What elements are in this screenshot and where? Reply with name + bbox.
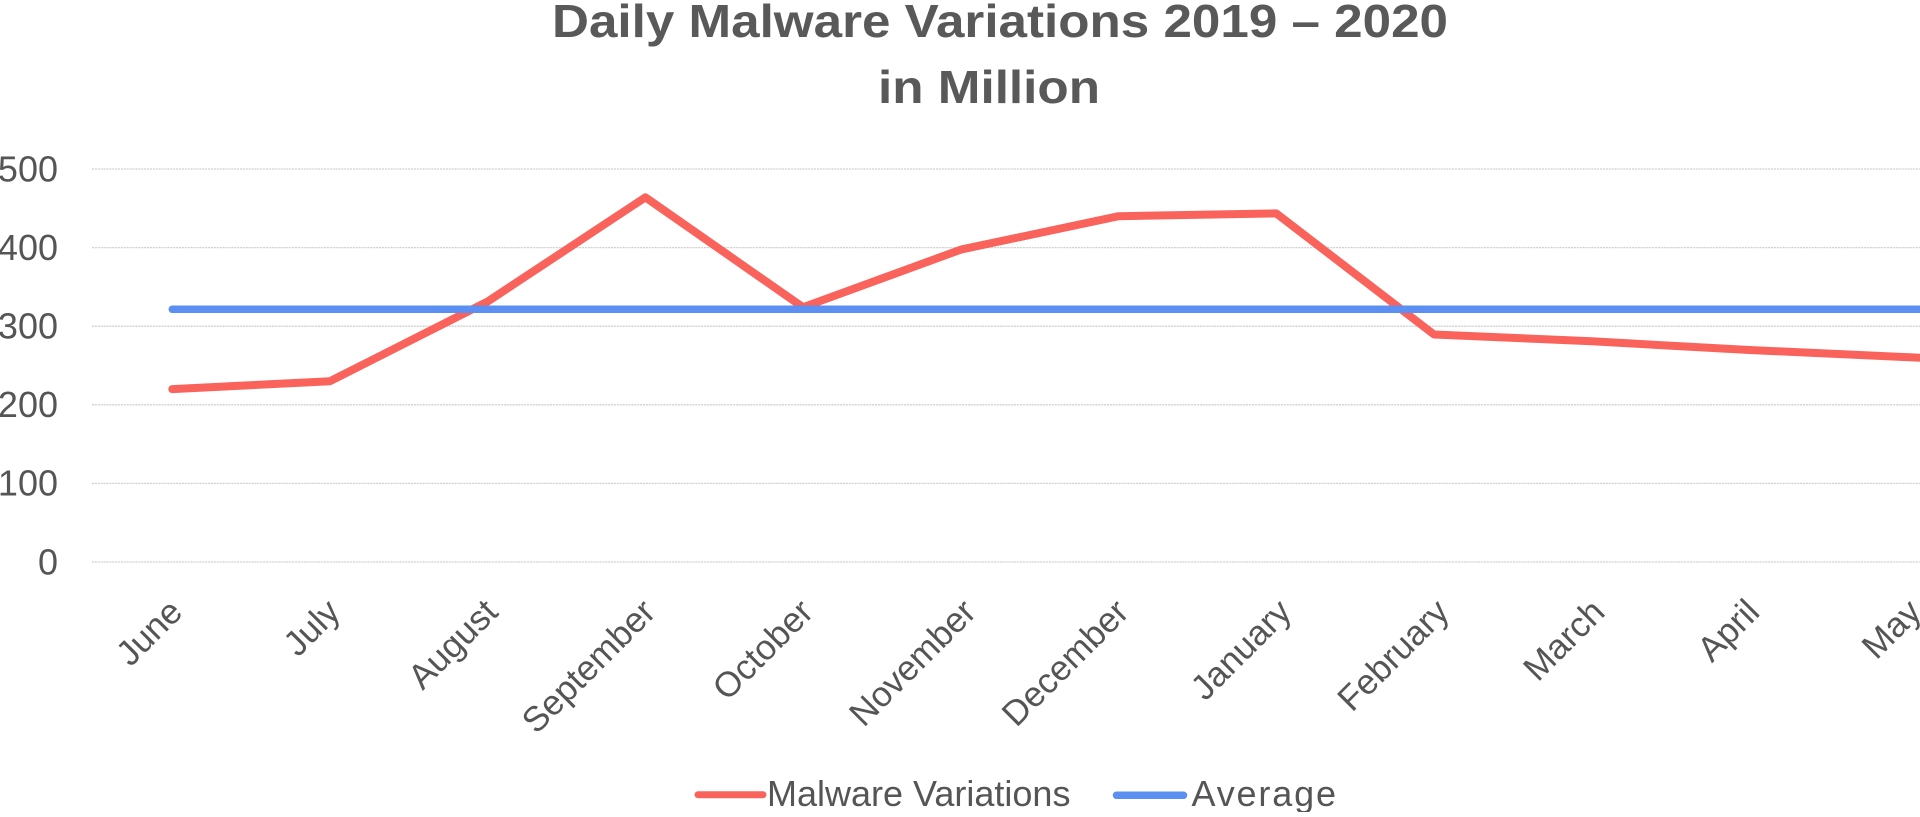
svg-text:500: 500: [0, 148, 58, 189]
svg-text:Malware Variations: Malware Variations: [767, 773, 1070, 812]
svg-text:300: 300: [0, 306, 58, 347]
svg-text:400: 400: [0, 227, 58, 268]
svg-text:in Million: in Million: [878, 61, 1100, 113]
svg-text:Daily Malware Variations 2019: Daily Malware Variations 2019 – 2020: [552, 0, 1448, 47]
svg-text:200: 200: [0, 384, 58, 425]
svg-text:0: 0: [38, 541, 58, 582]
svg-text:100: 100: [0, 463, 58, 504]
